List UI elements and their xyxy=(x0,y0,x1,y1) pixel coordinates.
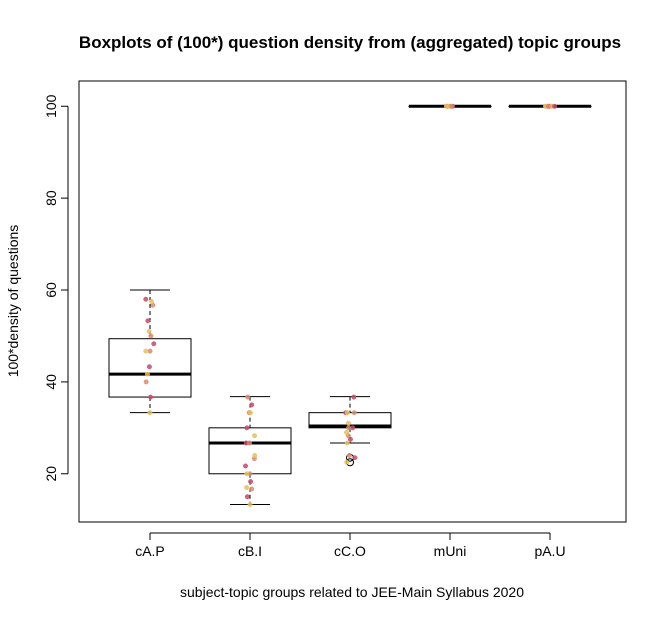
data-point xyxy=(249,402,255,408)
data-point xyxy=(144,371,150,377)
data-point xyxy=(147,348,153,354)
data-point xyxy=(344,440,350,446)
data-point xyxy=(351,394,357,400)
data-point xyxy=(344,410,350,416)
chart-title: Boxplots of (100*) question density from… xyxy=(79,33,621,52)
data-point xyxy=(443,103,449,109)
data-point xyxy=(252,452,258,458)
data-point xyxy=(246,440,252,446)
data-point xyxy=(146,364,152,370)
x-tick-label: pA.U xyxy=(534,543,565,559)
y-tick-label: 100 xyxy=(43,94,59,118)
data-point xyxy=(148,333,154,339)
data-point xyxy=(248,479,254,485)
x-tick-label: cA.P xyxy=(135,543,165,559)
y-tick-label: 40 xyxy=(43,374,59,390)
data-point xyxy=(352,455,358,461)
data-point xyxy=(143,379,149,385)
y-axis-label: 100*density of questions xyxy=(5,225,21,378)
x-axis: cA.P cB.I cC.O mUni pA.U xyxy=(135,532,566,559)
data-point xyxy=(145,318,151,324)
iqr-box xyxy=(208,427,292,475)
jitter-points xyxy=(143,103,558,507)
data-point xyxy=(346,420,351,426)
data-point xyxy=(243,463,248,469)
data-point xyxy=(545,103,551,109)
data-point xyxy=(348,436,353,442)
plot-frame xyxy=(78,80,627,523)
data-point xyxy=(244,425,250,431)
y-axis: 20 40 60 80 100 xyxy=(43,94,69,482)
data-point xyxy=(143,296,149,302)
data-point xyxy=(151,341,157,347)
data-point xyxy=(344,429,349,435)
boxes xyxy=(108,104,592,506)
data-point xyxy=(344,459,350,465)
data-point xyxy=(143,348,149,354)
data-point xyxy=(252,433,258,439)
data-point xyxy=(245,394,251,400)
data-point xyxy=(149,299,155,304)
data-point xyxy=(248,410,253,416)
data-point xyxy=(147,410,153,416)
data-point xyxy=(347,452,352,458)
data-point xyxy=(552,103,558,109)
data-point xyxy=(244,485,250,490)
data-point xyxy=(449,103,454,109)
x-axis-label: subject-topic groups related to JEE-Main… xyxy=(180,584,524,600)
box-cC.O xyxy=(308,396,392,467)
data-point xyxy=(244,494,250,500)
data-point xyxy=(346,425,351,431)
y-tick-label: 80 xyxy=(43,190,59,206)
x-tick-label: mUni xyxy=(434,543,467,559)
x-tick-label: cC.O xyxy=(334,543,366,559)
data-point xyxy=(148,394,154,400)
y-tick-label: 60 xyxy=(43,282,59,298)
data-point xyxy=(351,410,357,416)
data-point xyxy=(244,471,250,477)
y-tick-label: 20 xyxy=(43,466,59,482)
data-point xyxy=(247,502,253,507)
x-tick-label: cB.I xyxy=(238,543,262,559)
data-point xyxy=(249,486,255,492)
data-point xyxy=(146,328,152,334)
data-point xyxy=(350,425,356,431)
